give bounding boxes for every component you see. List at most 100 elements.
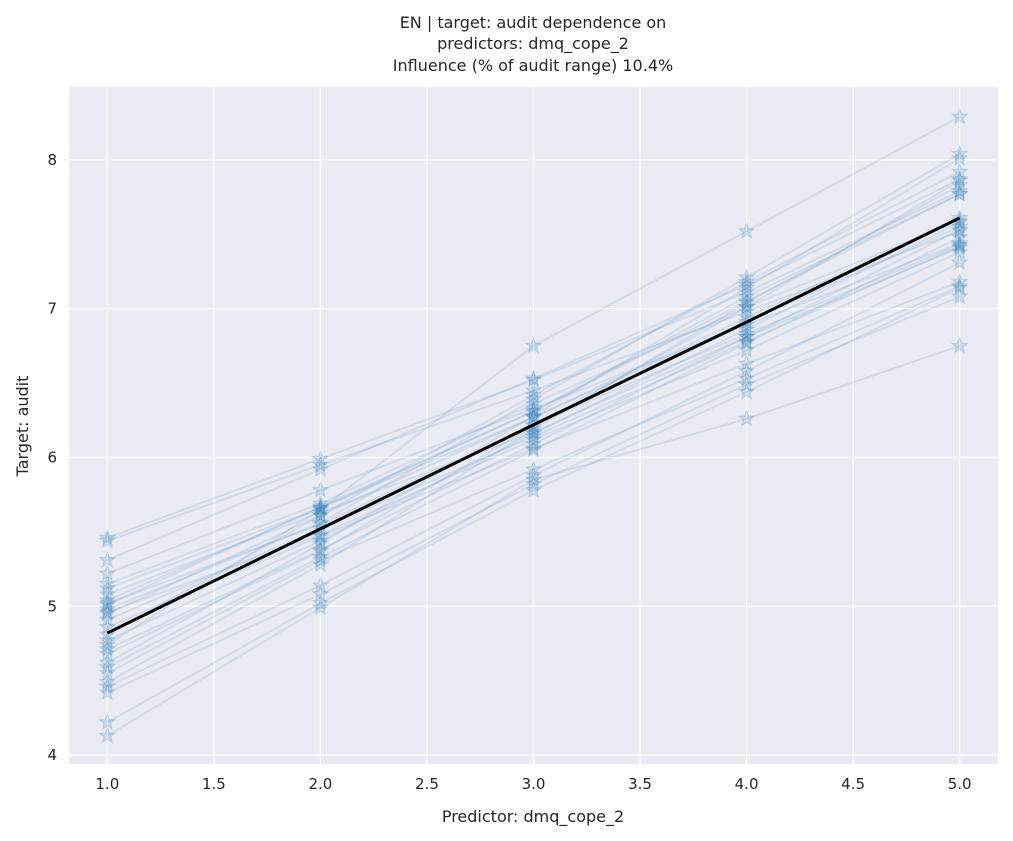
star-marker (737, 340, 756, 358)
star-marker (950, 107, 969, 125)
star-marker (524, 470, 543, 488)
x-tick-label: 1.0 (95, 775, 119, 793)
star-marker (950, 171, 969, 189)
y-tick-label: 5 (47, 597, 57, 615)
star-marker (950, 242, 969, 260)
individual-line (106, 344, 960, 737)
star-marker (98, 653, 117, 671)
grid-lines (69, 87, 998, 764)
star-marker (98, 602, 117, 620)
individual-line (106, 261, 961, 688)
star-marker (311, 498, 330, 516)
star-marker (737, 272, 756, 290)
star-marker (311, 555, 330, 573)
star-marker (98, 712, 117, 730)
star-marker (737, 369, 756, 387)
star-marker (950, 217, 969, 235)
star-marker (311, 497, 330, 515)
individual-series (98, 181, 969, 546)
star-marker (737, 320, 756, 338)
star-marker (737, 361, 756, 379)
star-marker (311, 459, 330, 478)
star-marker (737, 333, 756, 351)
individual-series (98, 169, 969, 568)
star-marker (98, 672, 117, 690)
star-marker (311, 598, 330, 616)
star-marker (311, 449, 330, 467)
star-marker (311, 506, 330, 524)
star-marker (311, 498, 330, 516)
tick-labels: 1.0 1.5 2.0 2.5 3.0 3.5 4.0 4.5 5.0 4 5 6 7 8 (47, 151, 971, 793)
individual-line (106, 157, 961, 664)
star-marker (950, 184, 969, 202)
individual-line (106, 246, 961, 596)
star-marker (950, 220, 969, 238)
star-marker (98, 584, 117, 602)
star-marker (311, 531, 330, 549)
star-marker (98, 625, 117, 643)
x-tick-label: 1.5 (202, 775, 226, 793)
star-marker (311, 526, 330, 544)
star-marker (524, 427, 543, 445)
star-marker (311, 494, 330, 512)
star-marker (524, 424, 543, 442)
individual-line (106, 193, 961, 590)
individual-series (98, 221, 969, 549)
individual-line (107, 190, 961, 539)
star-marker (950, 236, 969, 254)
star-marker (950, 211, 969, 229)
star-marker (98, 528, 117, 546)
individual-series (98, 175, 969, 690)
star-marker (524, 407, 543, 425)
star-marker (950, 208, 969, 226)
star-marker (311, 503, 330, 521)
individual-series (98, 238, 969, 602)
individual-series (98, 276, 969, 681)
star-marker (524, 465, 543, 483)
star-marker (737, 354, 756, 372)
star-marker (98, 610, 117, 628)
individual-series (98, 233, 969, 582)
star-marker (524, 401, 543, 419)
star-marker (737, 268, 756, 286)
star-marker (98, 593, 117, 611)
star-marker (524, 440, 543, 458)
star-marker (311, 547, 330, 565)
star-marker (950, 184, 969, 202)
star-marker (524, 336, 543, 354)
individual-series (98, 272, 969, 635)
x-tick-label: 3.0 (522, 775, 546, 793)
star-marker (737, 278, 756, 296)
star-marker (524, 439, 543, 457)
y-tick-label: 4 (47, 746, 57, 764)
individual-series (98, 208, 969, 622)
x-axis-label: Predictor: dmq_cope_2 (442, 807, 624, 827)
individual-series (98, 253, 969, 695)
individual-line (106, 295, 961, 694)
individual-line (106, 178, 961, 562)
individual-series (98, 107, 969, 653)
star-marker (524, 385, 543, 403)
star-marker (524, 459, 543, 478)
y-tick-label: 6 (47, 448, 57, 466)
x-tick-label: 2.5 (415, 775, 439, 793)
individual-series (98, 278, 969, 730)
star-marker (311, 593, 330, 611)
individual-series (98, 220, 969, 658)
star-marker (311, 584, 330, 602)
star-marker (950, 238, 969, 256)
star-marker (737, 275, 756, 293)
individual-line (106, 115, 961, 646)
star-marker (524, 406, 543, 424)
star-marker (524, 381, 543, 399)
star-marker (737, 293, 756, 311)
star-marker (737, 332, 756, 350)
star-marker (524, 390, 543, 408)
x-tick-label: 4.5 (841, 775, 865, 793)
star-marker (950, 181, 969, 199)
star-marker (98, 590, 117, 608)
star-marker (98, 640, 117, 658)
x-tick-label: 3.5 (628, 775, 652, 793)
